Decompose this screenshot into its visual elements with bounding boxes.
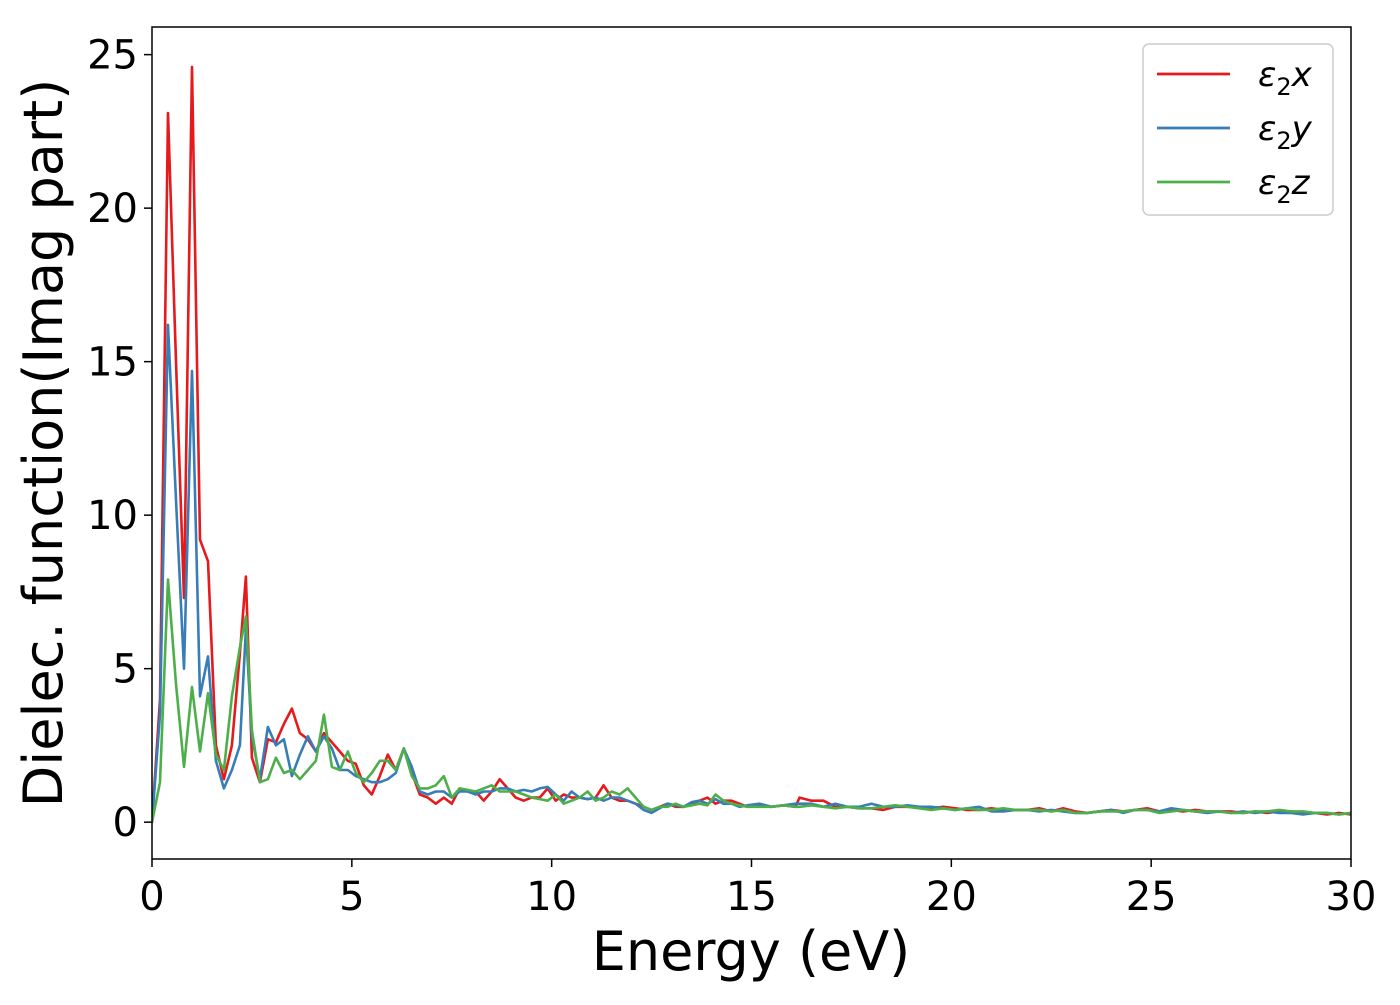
- x-tick-label: 15: [726, 874, 777, 920]
- x-tick-label: 0: [139, 874, 164, 920]
- y-axis-title: Dielec. function(Imag part): [12, 79, 75, 808]
- legend: ε2x ε2y ε2z: [1142, 43, 1334, 216]
- series-line-y: [152, 323, 1351, 824]
- x-tick-label: 5: [339, 874, 364, 920]
- x-tick-label: 10: [526, 874, 577, 920]
- legend-label-x: ε2x: [1258, 55, 1313, 101]
- legend-box: [1142, 43, 1334, 216]
- series-line-z: [152, 578, 1351, 824]
- x-tick-label: 20: [926, 874, 977, 920]
- y-tick-label: 25: [87, 33, 138, 79]
- x-axis-title: Energy (eV): [592, 920, 911, 983]
- y-tick-label: 5: [113, 647, 138, 693]
- legend-label-y: ε2y: [1258, 109, 1313, 155]
- x-tick-label: 30: [1326, 874, 1377, 920]
- legend-label-z: ε2z: [1258, 163, 1311, 209]
- y-tick-label: 15: [87, 340, 138, 386]
- y-axis-ticks: 0 5 10 15 20 25: [87, 33, 152, 846]
- x-tick-label: 25: [1126, 874, 1177, 920]
- y-tick-label: 10: [87, 493, 138, 539]
- y-tick-label: 0: [113, 800, 138, 846]
- series-layer: [152, 65, 1351, 824]
- y-tick-label: 20: [87, 186, 138, 232]
- x-axis-ticks: 0 5 10 15 20 25 30: [139, 859, 1376, 920]
